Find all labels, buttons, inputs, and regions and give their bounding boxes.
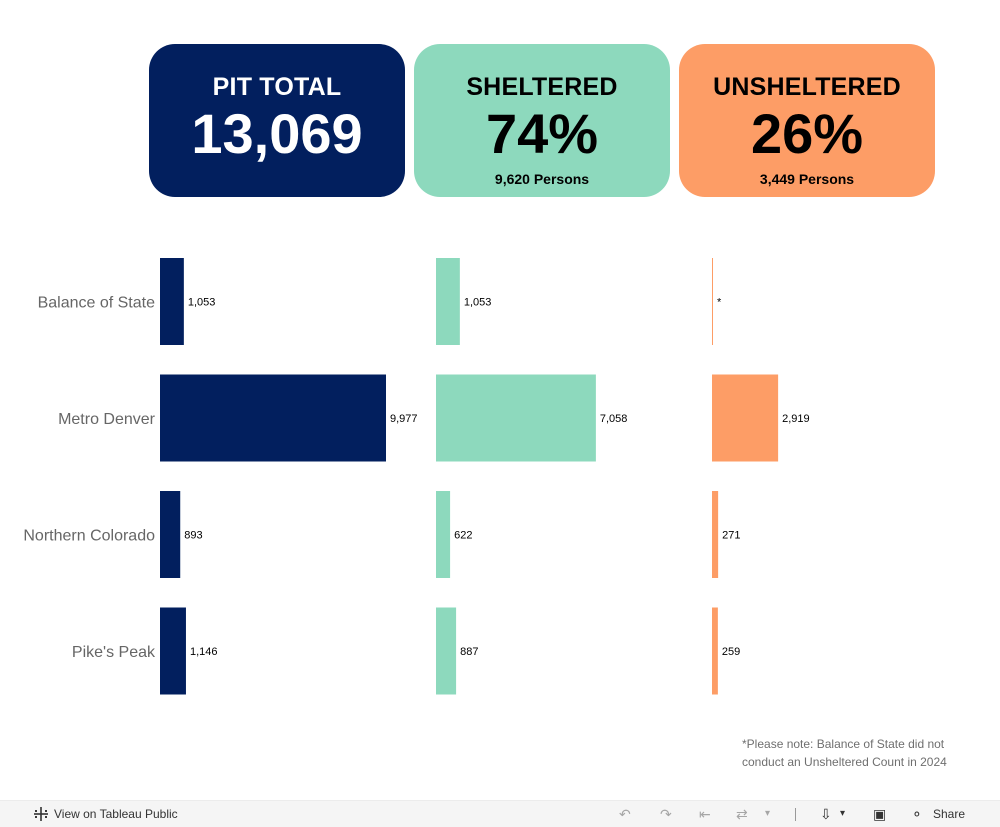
- category-label-pike-s-peak: Pike's Peak: [72, 644, 156, 661]
- value-label-unsheltered-metro-denver: 2,919: [782, 413, 810, 425]
- bar-sheltered-metro-denver[interactable]: [436, 374, 596, 462]
- bar-sheltered-northern-colorado[interactable]: [436, 491, 451, 578]
- sheltered-card: SHELTERED 74% 9,620 Persons: [414, 44, 670, 197]
- toolbar-divider: [795, 808, 796, 821]
- bar-unsheltered-balance-of-state[interactable]: [712, 258, 713, 345]
- bar-sheltered-pike-s-peak[interactable]: [436, 607, 457, 695]
- share-icon[interactable]: ⚬: [911, 806, 923, 822]
- pit-total-card: PIT TOTAL 13,069: [149, 44, 405, 197]
- share-button[interactable]: Share: [933, 807, 966, 821]
- pit-total-value: 13,069: [191, 102, 363, 165]
- category-label-metro-denver: Metro Denver: [58, 411, 156, 428]
- value-label-unsheltered-northern-colorado: 271: [722, 530, 740, 542]
- download-dropdown-icon[interactable]: ▾: [840, 808, 846, 819]
- footnote: *Please note: Balance of State did not c…: [742, 737, 947, 769]
- value-label-sheltered-balance-of-state: 1,053: [464, 297, 492, 309]
- value-label-pit-total-metro-denver: 9,977: [390, 413, 418, 425]
- redo-icon[interactable]: ↷: [660, 806, 672, 822]
- value-label-sheltered-northern-colorado: 622: [454, 530, 472, 542]
- category-label-northern-colorado: Northern Colorado: [23, 528, 155, 545]
- download-icon[interactable]: ⇩: [820, 806, 832, 822]
- value-label-pit-total-northern-colorado: 893: [184, 530, 202, 542]
- value-label-unsheltered-balance-of-state: *: [717, 297, 722, 309]
- revert-icon[interactable]: ⇤: [699, 806, 711, 822]
- bar-pit-total-northern-colorado[interactable]: [160, 491, 181, 578]
- bar-unsheltered-metro-denver[interactable]: [712, 374, 779, 462]
- pit-total-title: PIT TOTAL: [212, 73, 342, 101]
- value-label-unsheltered-pike-s-peak: 259: [722, 646, 740, 658]
- unsheltered-percent: 26%: [750, 102, 864, 165]
- value-label-pit-total-pike-s-peak: 1,146: [190, 646, 218, 658]
- bar-pit-total-metro-denver[interactable]: [160, 374, 386, 462]
- view-on-tableau-public-label: View on Tableau Public: [54, 807, 178, 821]
- bar-unsheltered-northern-colorado[interactable]: [712, 491, 719, 578]
- value-label-sheltered-metro-denver: 7,058: [600, 413, 628, 425]
- value-label-pit-total-balance-of-state: 1,053: [188, 297, 216, 309]
- category-label-balance-of-state: Balance of State: [38, 295, 156, 312]
- value-label-sheltered-pike-s-peak: 887: [460, 646, 478, 658]
- unsheltered-title: UNSHELTERED: [713, 73, 901, 101]
- unsheltered-persons: 3,449 Persons: [759, 171, 855, 187]
- undo-icon[interactable]: ↶: [619, 806, 631, 822]
- tableau-logo-icon: [34, 807, 48, 821]
- sheltered-title: SHELTERED: [466, 73, 618, 101]
- view-on-tableau-public-link[interactable]: View on Tableau Public: [33, 806, 178, 822]
- unsheltered-card: UNSHELTERED 26% 3,449 Persons: [679, 44, 935, 197]
- bar-pit-total-balance-of-state[interactable]: [160, 258, 184, 345]
- fullscreen-icon[interactable]: ▣: [873, 806, 887, 822]
- sheltered-percent: 74%: [485, 102, 599, 165]
- sheltered-persons: 9,620 Persons: [494, 171, 590, 187]
- bar-pit-total-pike-s-peak[interactable]: [160, 607, 186, 695]
- bar-unsheltered-pike-s-peak[interactable]: [712, 607, 718, 695]
- bar-sheltered-balance-of-state[interactable]: [436, 258, 460, 345]
- refresh-dropdown-icon[interactable]: ▾: [765, 808, 771, 819]
- refresh-icon[interactable]: ⇄: [736, 806, 748, 822]
- tableau-toolbar: View on Tableau Public ↶ ↷ ⇤ ⇄ ▾ ⇩ ▾ ▣ ⚬…: [0, 800, 1000, 827]
- region-bar-chart: Balance of State 1,053 1,053 * Metro Denver 9…: [23, 258, 810, 695]
